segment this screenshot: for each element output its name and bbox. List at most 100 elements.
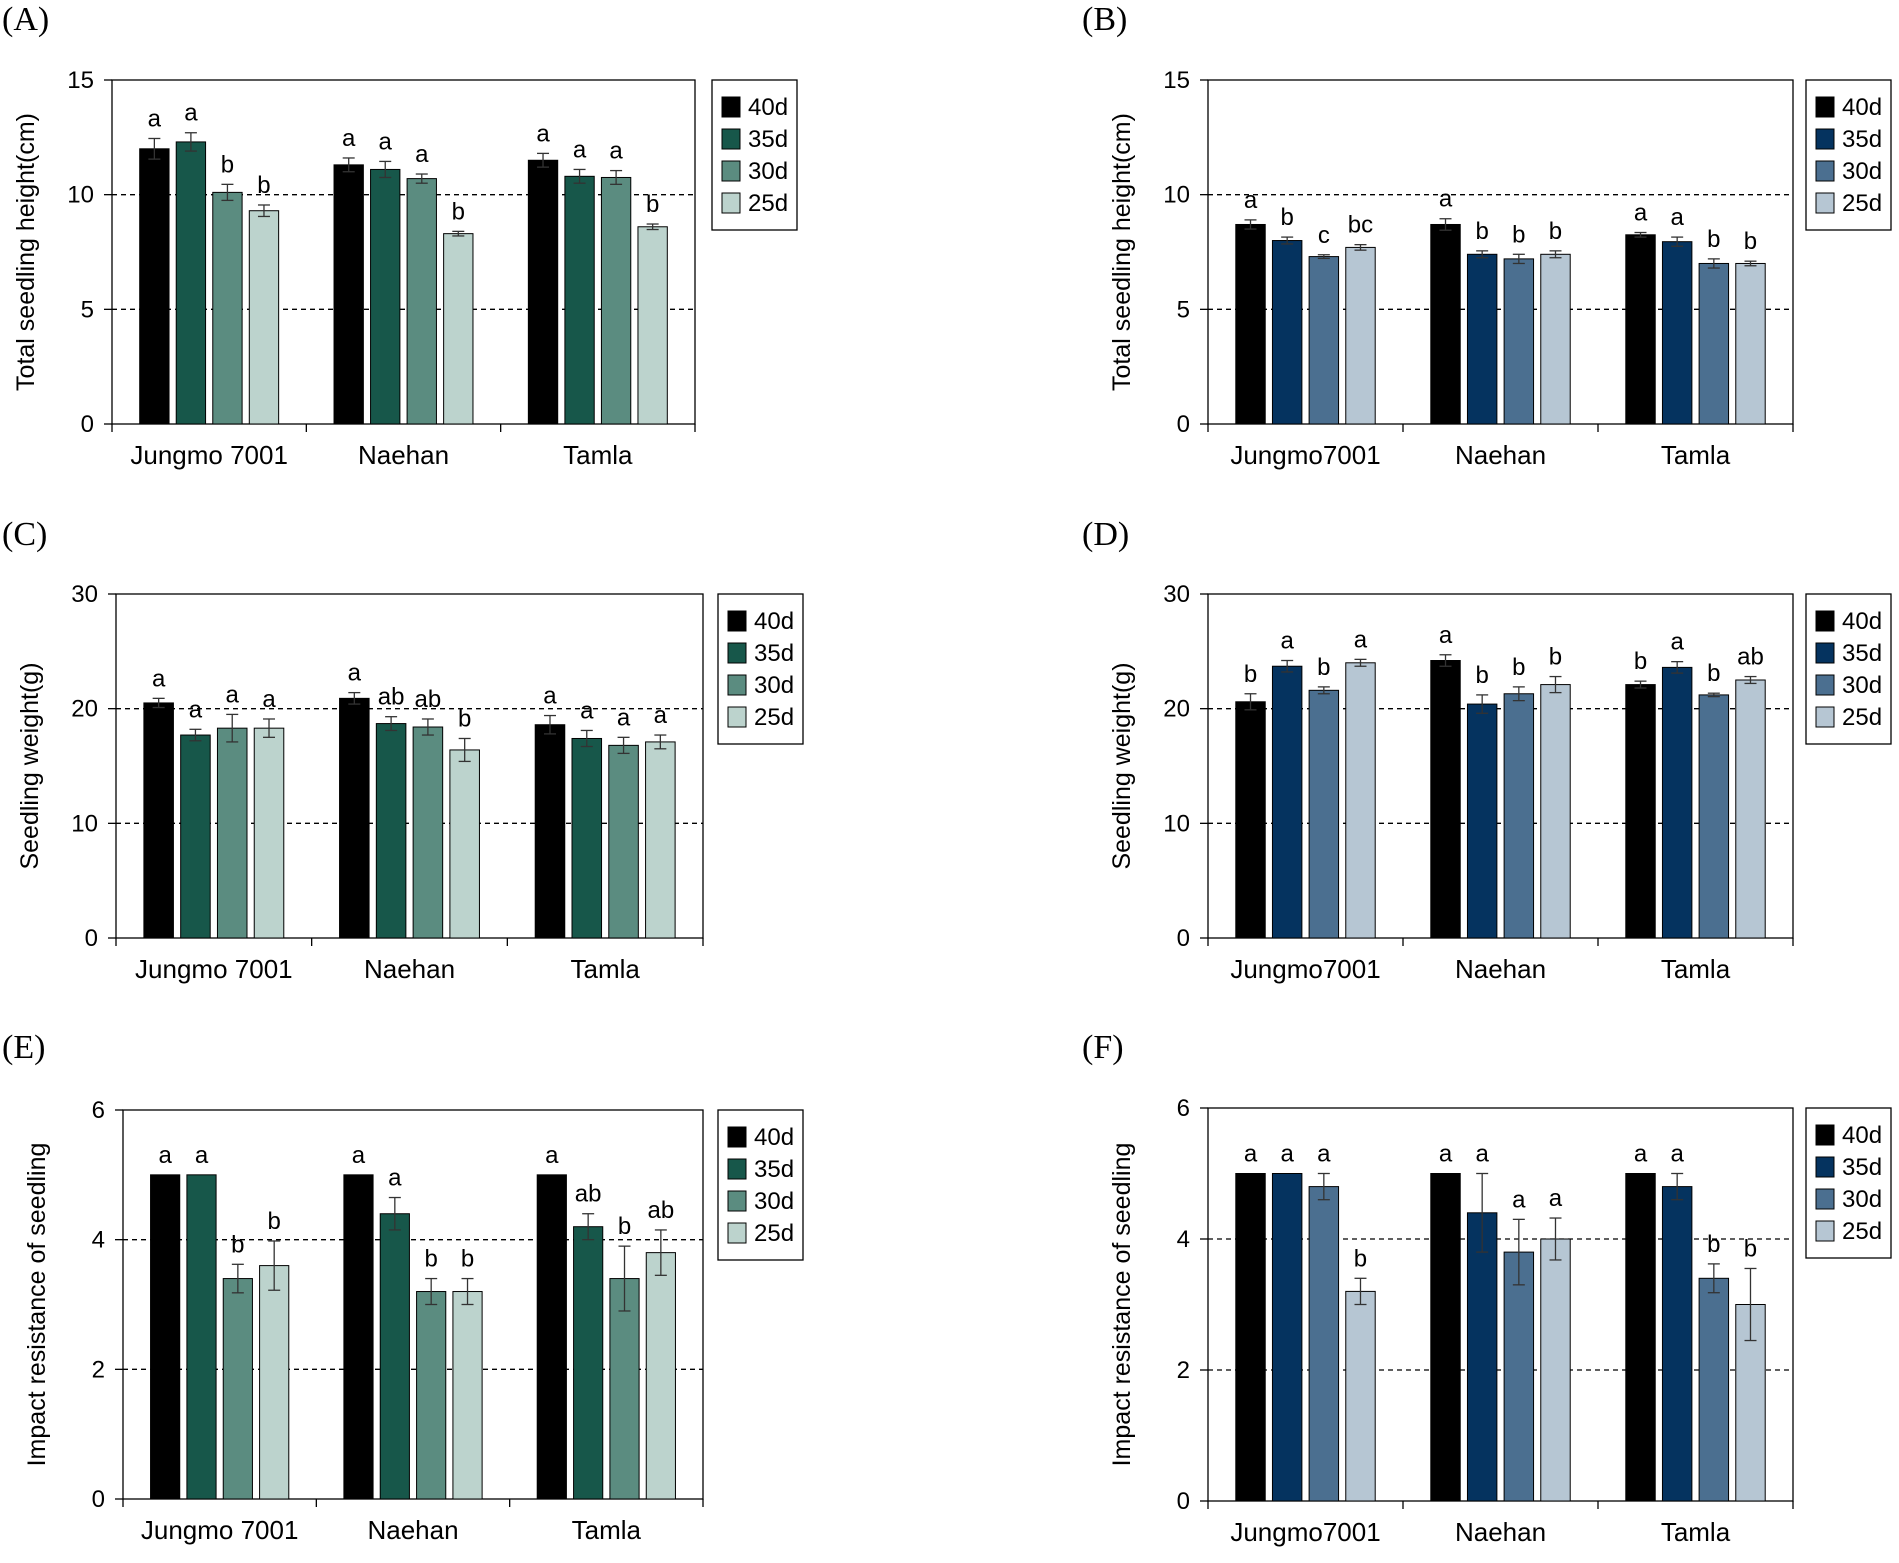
error-bar <box>580 729 593 748</box>
error-bar <box>1476 694 1489 714</box>
bar-40d-2 <box>333 164 364 425</box>
bar-30d-2 <box>1503 693 1535 939</box>
significance-letter: b <box>1280 204 1293 231</box>
error-bar <box>618 1245 631 1312</box>
significance-letter: a <box>152 665 166 692</box>
error-bar <box>152 697 165 709</box>
legend-label: 40d <box>1842 608 1882 635</box>
bar-35d-3 <box>571 737 603 939</box>
legend-label: 35d <box>1842 126 1882 153</box>
legend-label: 35d <box>1842 640 1882 667</box>
x-tick-label: Naehan <box>358 440 449 470</box>
bar-25d-3 <box>637 226 668 425</box>
legend-label: 40d <box>754 608 794 635</box>
bar-35d-2 <box>1466 253 1498 425</box>
legend-swatch <box>1815 1124 1835 1146</box>
bar-40d-3 <box>1625 684 1656 939</box>
legend: 40d 35d 30d 25d <box>717 593 804 745</box>
error-bar <box>1281 659 1294 673</box>
error-bar <box>458 737 471 763</box>
y-axis-label: Impact resistance of seedling <box>23 1143 51 1467</box>
error-bar <box>1244 219 1257 230</box>
panel-label: (A) <box>2 1 49 38</box>
error-bar <box>388 1196 401 1231</box>
error-bar <box>610 169 623 185</box>
y-tick-label: 6 <box>1177 1095 1190 1122</box>
error-bar <box>148 137 161 160</box>
error-bar <box>543 714 556 735</box>
bar-25d-1 <box>1345 662 1376 939</box>
bar-25d-1 <box>248 210 280 425</box>
legend-swatch <box>1815 610 1835 632</box>
x-tick-label: Jungmo7001 <box>1230 440 1380 470</box>
panel-f: (F) 0 2 4 6 Impact resistance of seedling Jung… <box>1082 1029 1892 1547</box>
y-tick-label: 5 <box>1177 296 1190 323</box>
y-tick-label: 6 <box>92 1097 105 1124</box>
error-bar <box>654 734 667 750</box>
significance-letter: a <box>1670 204 1684 231</box>
error-bar <box>348 691 361 705</box>
panel-label: (D) <box>1082 516 1129 553</box>
bar-40d-2 <box>343 1174 374 1500</box>
bar-35d-2 <box>375 723 407 939</box>
significance-letter: a <box>1354 626 1368 653</box>
bar-35d-3 <box>564 175 595 425</box>
legend-swatch <box>1815 642 1835 664</box>
legend-swatch <box>727 1190 747 1212</box>
bar-30d-3 <box>600 176 632 425</box>
significance-letter: b <box>424 1246 437 1273</box>
error-bar <box>1476 1172 1489 1253</box>
significance-letter: b <box>1634 648 1647 675</box>
error-bar <box>1634 231 1647 238</box>
x-tick-label: Tamla <box>1661 440 1731 470</box>
significance-letter: a <box>1244 187 1258 214</box>
legend-swatch <box>1815 96 1835 118</box>
x-tick-label: Naehan <box>1455 440 1546 470</box>
legend-label: 40d <box>754 1124 794 1151</box>
bar-25d-1 <box>259 1265 290 1500</box>
significance-letter: a <box>1439 186 1453 213</box>
error-bar <box>415 173 428 184</box>
legend-swatch <box>1815 674 1835 696</box>
bar-40d-2 <box>1430 660 1461 939</box>
x-tick-label: Naehan <box>1455 1517 1546 1547</box>
bar-40d-2 <box>1430 1173 1461 1502</box>
legend-swatch <box>727 610 747 632</box>
x-tick-label: Tamla <box>570 954 640 984</box>
y-tick-label: 0 <box>1177 1488 1190 1515</box>
y-tick-label: 0 <box>85 925 98 952</box>
error-bar <box>582 1213 595 1241</box>
significance-letter: bc <box>1348 212 1373 239</box>
legend-swatch <box>1815 1188 1835 1210</box>
error-bar <box>1317 254 1330 260</box>
significance-letter: a <box>536 120 550 147</box>
significance-letter: a <box>1475 1141 1489 1168</box>
bar-40d-2 <box>339 697 370 939</box>
bar-25d-3 <box>645 1252 676 1500</box>
legend: 40d 35d 30d 25d <box>1805 1107 1892 1259</box>
significance-letter: b <box>1354 1245 1367 1272</box>
significance-letter: a <box>342 125 356 152</box>
significance-letter: ab <box>415 686 442 713</box>
legend-label: 25d <box>754 1220 794 1247</box>
error-bar <box>1671 236 1684 247</box>
significance-letter: a <box>1549 1185 1563 1212</box>
bar-30d-2 <box>412 726 444 939</box>
significance-letter: a <box>189 696 203 723</box>
bar-30d-3 <box>1698 694 1730 939</box>
panel-label: (F) <box>1082 1029 1124 1066</box>
error-bar <box>1244 693 1257 711</box>
significance-letter: ab <box>1737 644 1764 671</box>
significance-letter: b <box>1744 1235 1757 1262</box>
significance-letter: a <box>1634 1141 1648 1168</box>
error-bar <box>1354 244 1367 251</box>
legend-label: 35d <box>1842 1154 1882 1181</box>
bar-25d-2 <box>452 1291 483 1500</box>
plot-area <box>1207 79 1794 425</box>
x-tick-label: Naehan <box>367 1515 458 1545</box>
y-tick-label: 10 <box>1163 810 1190 837</box>
legend-label: 30d <box>754 672 794 699</box>
legend-swatch <box>727 1158 747 1180</box>
significance-letter: a <box>580 697 594 724</box>
significance-letter: b <box>1744 228 1757 255</box>
